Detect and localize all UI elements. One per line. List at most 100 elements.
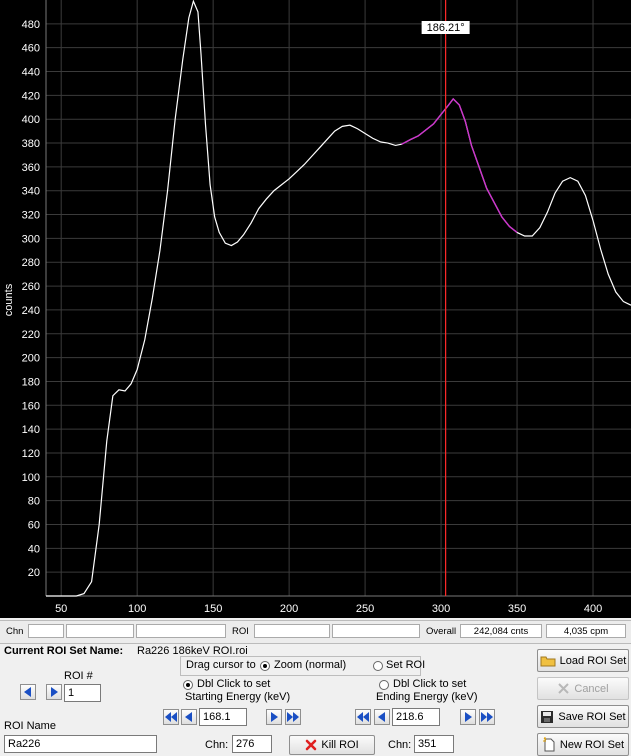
y-tick-label: 220 [22, 329, 40, 341]
y-tick-label: 260 [22, 281, 40, 293]
current-roi-set-label: Current ROI Set Name: [4, 645, 124, 657]
end-chn-field[interactable]: 351 [414, 735, 454, 753]
drag-cursor-group [180, 656, 421, 676]
roi-prev-button[interactable] [20, 684, 36, 700]
end-dbl-click-label: Dbl Click to set [393, 678, 467, 690]
overall-label: Overall [426, 626, 457, 637]
y-tick-label: 80 [28, 496, 40, 508]
y-tick-label: 100 [22, 472, 40, 484]
y-tick-label: 320 [22, 210, 40, 222]
cancel-button[interactable]: Cancel [537, 677, 629, 700]
roi-number-field[interactable]: 1 [64, 684, 101, 702]
floppy-disk-icon [541, 710, 554, 723]
cursor-label-box [421, 21, 470, 34]
end-energy-field[interactable]: 218.6 [392, 708, 440, 726]
roi-name-label: ROI Name [4, 720, 56, 732]
cancel-label: Cancel [574, 682, 609, 695]
end-chn-label: Chn: [388, 739, 412, 751]
end-forward-button[interactable] [460, 709, 476, 725]
start-fast-forward-button[interactable] [285, 709, 301, 725]
y-tick-label: 200 [22, 353, 40, 365]
set-roi-radio[interactable] [373, 661, 383, 671]
roi-number-label: ROI # [64, 670, 93, 682]
y-tick-label: 240 [22, 305, 40, 317]
left-arrow-icon [378, 712, 385, 722]
y-tick-label: 180 [22, 376, 40, 388]
chn-extra-box [136, 624, 226, 638]
start-forward-button[interactable] [266, 709, 282, 725]
x-icon [306, 739, 317, 751]
start-back-button[interactable] [181, 709, 197, 725]
right-arrow-icon [271, 712, 278, 722]
load-roi-set-button[interactable]: Load ROI Set [537, 649, 629, 672]
y-tick-label: 360 [22, 162, 40, 174]
fast-forward-icon [287, 712, 299, 722]
cancel-icon [558, 683, 570, 694]
roi-value-box [254, 624, 330, 638]
y-tick-label: 440 [22, 67, 40, 79]
y-tick-label: 280 [22, 257, 40, 269]
save-roi-set-button[interactable]: Save ROI Set [537, 705, 629, 728]
roi-name-field[interactable]: Ra226 [4, 735, 157, 753]
overall-counts: 242,084 cnts [460, 624, 542, 638]
x-tick-label: 250 [356, 603, 374, 615]
start-chn-field[interactable]: 276 [232, 735, 272, 753]
y-tick-label: 160 [22, 400, 40, 412]
fast-forward-icon [481, 712, 493, 722]
start-energy-radio[interactable] [183, 680, 193, 690]
zoom-option-label[interactable]: Zoom (normal) [274, 659, 347, 671]
roi-series-line [401, 97, 518, 233]
y-tick-label: 40 [28, 543, 40, 555]
y-tick-label: 300 [22, 233, 40, 245]
drag-cursor-label: Drag cursor to [186, 659, 256, 671]
fast-rewind-icon [357, 712, 369, 722]
x-tick-label: 150 [204, 603, 222, 615]
spectrum-plot[interactable]: 20 40 60 80 100 120 140 160 180 200 220 240 260 280 30… [0, 0, 631, 618]
y-tick-label: 420 [22, 90, 40, 102]
y-tick-label: 380 [22, 138, 40, 150]
roi-next-button[interactable] [46, 684, 62, 700]
y-tick-label: 120 [22, 448, 40, 460]
end-energy-radio[interactable] [379, 680, 389, 690]
x-tick-label: 300 [432, 603, 450, 615]
roi-status-label: ROI [232, 626, 249, 637]
kill-roi-button[interactable]: Kill ROI [289, 735, 375, 755]
roi-extra-box [332, 624, 420, 638]
y-axis-label: counts [3, 283, 15, 316]
x-tick-label: 50 [55, 603, 67, 615]
y-tick-label: 20 [28, 567, 40, 579]
x-tick-label: 200 [280, 603, 298, 615]
y-tick-label: 60 [28, 519, 40, 531]
overall-rate: 4,035 cpm [546, 624, 626, 638]
end-fast-back-button[interactable] [355, 709, 371, 725]
y-tick-label: 400 [22, 114, 40, 126]
new-roi-set-label: New ROI Set [559, 738, 625, 751]
x-tick-label: 350 [508, 603, 526, 615]
y-tick-label: 340 [22, 186, 40, 198]
spectrum-series-line [46, 0, 631, 597]
new-roi-set-button[interactable]: New ROI Set [537, 733, 629, 756]
current-roi-set-value: Ra226 186keV ROI.roi [137, 645, 248, 657]
zoom-radio[interactable] [260, 661, 270, 671]
end-fast-forward-button[interactable] [479, 709, 495, 725]
chn-label: Chn [6, 626, 24, 637]
start-energy-field[interactable]: 168.1 [199, 708, 247, 726]
roi-control-panel: Current ROI Set Name: Ra226 186keV ROI.r… [0, 643, 631, 756]
x-tick-label: 400 [584, 603, 602, 615]
y-tick-label: 460 [22, 43, 40, 55]
start-energy-label: Starting Energy (keV) [185, 691, 291, 703]
x-tick-label: 100 [128, 603, 146, 615]
right-arrow-icon [465, 712, 472, 722]
save-roi-set-label: Save ROI Set [558, 710, 626, 723]
start-fast-back-button[interactable] [163, 709, 179, 725]
y-tick-label: 140 [22, 424, 40, 436]
chn-value-box [28, 624, 64, 638]
end-back-button[interactable] [374, 709, 390, 725]
y-tick-label: 480 [22, 19, 40, 31]
cursor-label: 186.21° [427, 22, 465, 34]
set-roi-option-label[interactable]: Set ROI [386, 659, 426, 671]
spectrum-chart[interactable]: 20 40 60 80 100 120 140 160 180 200 220 240 260 280 30… [0, 0, 631, 618]
new-document-icon [542, 737, 555, 752]
right-arrow-icon [51, 687, 58, 697]
end-energy-label: Ending Energy (keV) [376, 691, 478, 703]
